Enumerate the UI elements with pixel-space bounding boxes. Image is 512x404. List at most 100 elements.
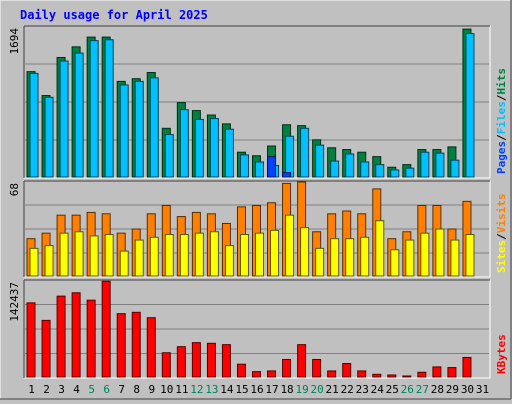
bar-kbytes-day-1: [26, 302, 36, 378]
bar-sites-day-13: [209, 231, 219, 277]
x-tick-label-day-26: 26: [401, 383, 414, 396]
bar-files-day-28: [435, 152, 445, 178]
bar-files-day-3: [59, 60, 69, 178]
x-tick-label-day-21: 21: [326, 383, 339, 396]
bar-files-day-4: [74, 52, 84, 178]
x-tick-label-day-24: 24: [371, 383, 385, 396]
x-tick-label-day-27: 27: [416, 383, 429, 396]
bar-sites-day-4: [74, 231, 84, 277]
x-tick-label-day-4: 4: [73, 383, 80, 396]
x-tick-label-day-25: 25: [386, 383, 399, 396]
bar-kbytes-day-22: [342, 363, 352, 378]
bar-sites-day-5: [89, 235, 99, 277]
bar-files-day-22: [345, 153, 355, 178]
panels-layer: 1694Pages/Files/Hits68Sites/Visits142437…: [8, 25, 508, 379]
x-tick-label-day-10: 10: [160, 383, 173, 396]
y-max-label: 1694: [8, 28, 21, 55]
x-axis-labels: 1 2 3 4 5 6 7 8 9 10 11 12 13 14 15 16 17 18 19 20 21 22 23 24 2…: [28, 383, 489, 396]
bar-pages-day-18: [282, 172, 292, 178]
x-tick-label-day-6: 6: [103, 383, 110, 396]
x-tick-label-day-19: 19: [295, 383, 308, 396]
legend-separator: /: [495, 134, 508, 141]
bar-sites-day-23: [360, 236, 370, 277]
x-tick-label-day-31: 31: [476, 383, 489, 396]
legend-item-hits: Hits: [495, 68, 508, 95]
bar-kbytes-day-30: [462, 356, 472, 378]
bar-files-day-7: [119, 84, 129, 178]
bar-sites-day-26: [405, 239, 415, 277]
legend-item-visits: Visits: [495, 194, 508, 234]
bar-files-day-30: [465, 33, 475, 178]
bar-sites-day-28: [435, 228, 445, 277]
x-tick-label-day-30: 30: [461, 383, 474, 396]
legend-visits-sites: Sites/Visits: [495, 194, 508, 274]
legend-hits-files-pages: Pages/Files/Hits: [495, 68, 508, 174]
bar-sites-day-15: [239, 234, 249, 277]
x-tick-label-day-7: 7: [118, 383, 125, 396]
bar-sites-day-20: [315, 247, 325, 277]
bar-kbytes-day-5: [86, 299, 96, 378]
bar-kbytes-day-12: [191, 342, 201, 378]
legend-item-pages: Pages: [495, 141, 508, 174]
bar-kbytes-day-29: [447, 367, 457, 378]
legend-item-sites: Sites: [495, 240, 508, 273]
bar-sites-day-24: [375, 220, 385, 277]
bar-files-day-25: [390, 169, 400, 178]
x-tick-label-day-22: 22: [341, 383, 354, 396]
bar-files-day-15: [239, 154, 249, 178]
bar-files-day-21: [330, 160, 340, 178]
bar-kbytes-day-2: [41, 319, 51, 378]
x-tick-label-day-16: 16: [250, 383, 263, 396]
bar-files-day-12: [194, 118, 204, 178]
bar-sites-day-25: [390, 249, 400, 277]
bar-kbytes-day-20: [312, 358, 322, 378]
bar-sites-day-2: [44, 245, 54, 277]
bar-sites-day-18: [285, 214, 295, 277]
legend-kbytes: KBytes: [495, 334, 508, 374]
bar-sites-day-17: [270, 229, 280, 277]
bar-kbytes-day-15: [236, 363, 246, 378]
bar-files-day-10: [164, 133, 174, 178]
bar-kbytes-day-21: [327, 370, 337, 378]
bar-files-day-19: [300, 127, 310, 178]
bar-kbytes-day-9: [146, 317, 156, 378]
bar-files-day-26: [405, 167, 415, 178]
legend-item-files: Files: [495, 101, 508, 134]
x-tick-label-day-13: 13: [205, 383, 218, 396]
bar-sites-day-10: [164, 234, 174, 277]
bar-kbytes-day-18: [282, 358, 292, 378]
bar-kbytes-day-26: [402, 375, 412, 378]
bar-kbytes-day-16: [252, 371, 261, 378]
bar-kbytes-day-8: [131, 311, 141, 378]
x-tick-label-day-20: 20: [311, 383, 324, 396]
bar-files-day-24: [375, 164, 385, 178]
x-tick-label-day-3: 3: [58, 383, 65, 396]
x-tick-label-day-8: 8: [133, 383, 140, 396]
bar-files-day-23: [360, 161, 370, 178]
bar-files-day-16: [255, 161, 264, 178]
x-tick-label-day-12: 12: [190, 383, 203, 396]
bar-files-day-8: [134, 80, 144, 178]
x-tick-label-day-1: 1: [28, 383, 35, 396]
bar-sites-day-14: [224, 245, 234, 277]
bar-files-day-20: [315, 144, 325, 178]
legend-separator: /: [495, 94, 508, 101]
x-tick-label-day-5: 5: [88, 383, 95, 396]
panel-visits-sites: 68 Sites/Visits: [8, 180, 508, 278]
bar-kbytes-day-27: [417, 371, 427, 378]
legend-item-kbytes: KBytes: [495, 334, 508, 374]
bar-kbytes-day-19: [297, 344, 307, 378]
bar-files-day-5: [89, 40, 99, 178]
bar-files-day-2: [44, 96, 54, 178]
bar-sites-day-7: [119, 250, 129, 277]
bar-pages-day-17: [267, 156, 277, 178]
x-tick-label-day-14: 14: [220, 383, 234, 396]
bar-kbytes-day-23: [357, 370, 367, 378]
bar-kbytes-day-24: [372, 373, 382, 378]
bar-files-day-9: [149, 77, 159, 178]
bar-files-day-27: [420, 151, 430, 178]
bar-files-day-1: [29, 72, 39, 178]
bar-sites-day-11: [179, 234, 189, 277]
panel-kbytes: 142437 KBytes: [8, 279, 508, 379]
bar-kbytes-day-4: [71, 292, 81, 378]
